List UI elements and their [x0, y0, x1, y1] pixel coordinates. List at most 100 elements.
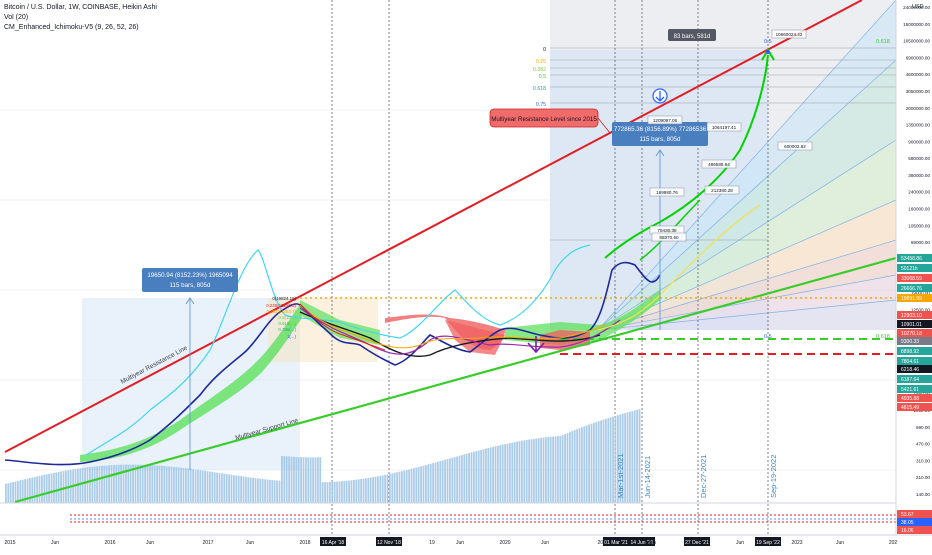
svg-text:27 Dec '21: 27 Dec '21 — [685, 540, 709, 546]
price-badge-15: 4815.49 — [897, 403, 932, 411]
fib-level-upper-5: 0.75 — [536, 102, 546, 108]
multiyear-resistance-line[interactable] — [4, 0, 863, 453]
price-axis-tick-18: 12500.00 — [911, 307, 931, 312]
time-axis-tick-4: 2017 — [202, 540, 213, 546]
time-axis-tick-7: 16 Apr '18 — [320, 537, 346, 546]
svg-text:1209097.06: 1209097.06 — [653, 118, 678, 123]
time-axis-ticks: 2015 Jun 2016 Jun 2017 Jun 2018 16 Apr '18 12 No… — [4, 537, 897, 546]
price-badge-8: 9300.33 — [897, 337, 932, 345]
svg-text:Jun: Jun — [246, 540, 254, 546]
green-projection-main — [604, 54, 769, 259]
svg-text:53.67: 53.67 — [901, 512, 914, 518]
resistance-callout[interactable]: Multiyear Resistance Level since 2015 — [489, 108, 611, 134]
fan-label-upper-0618: 0.618 — [876, 39, 890, 45]
time-axis-tick-10: Jun — [456, 540, 464, 546]
svg-text:Jun: Jun — [648, 540, 656, 546]
time-axis-tick-2: 2016 — [104, 540, 115, 546]
fib-level-upper-4: 0.618 — [533, 86, 546, 92]
fib-level-left-3: 0.5(10...) — [278, 315, 296, 320]
svg-text:2018: 2018 — [299, 540, 310, 546]
svg-text:7804.61: 7804.61 — [901, 359, 919, 365]
price-axis-tick-26: 470.00 — [916, 442, 930, 447]
chart-legend: Bitcoin / U.S. Dollar, 1W, COINBASE, Hei… — [4, 3, 157, 33]
price-badge-13: 5421.61 — [897, 385, 932, 393]
cyan-lagging-line — [85, 244, 591, 456]
svg-text:0.5: 0.5 — [764, 39, 772, 45]
svg-text:10901.01: 10901.01 — [901, 322, 922, 328]
price-badge-1: 50121h — [897, 264, 932, 272]
purple-down-arrow — [527, 336, 545, 354]
download-circle-icon[interactable] — [652, 88, 668, 104]
svg-text:2015: 2015 — [4, 540, 15, 546]
price-tag-3: 600002.82 — [777, 141, 813, 151]
svg-text:Jun: Jun — [146, 540, 154, 546]
time-axis-tick-19: 19 Sep '22 — [755, 537, 781, 546]
volume-bars — [5, 409, 641, 503]
svg-text:79430.38: 79430.38 — [657, 228, 677, 233]
price-axis-tick-10: 380000.00 — [908, 173, 930, 178]
ichimoku-indicator-label[interactable]: CM_Enhanced_Ichimoku-V5 (9, 26, 52, 26) — [4, 24, 139, 31]
fib-level-upper-2: 0.382 — [533, 67, 546, 73]
time-axis-tick-0: 2015 — [4, 540, 15, 546]
price-badge-12: 6187.64 — [897, 375, 932, 383]
fan-label-lower-05: 0.5 — [764, 334, 772, 340]
price-tag-6: 212380.28 — [704, 185, 740, 195]
measure-box-right-label[interactable]: 772865.36 (8156.89%) 77286536 115 bars, … — [612, 122, 708, 146]
black-baseline — [299, 311, 601, 357]
price-axis-tick-13: 105000.00 — [908, 223, 930, 228]
svg-text:53458.86: 53458.86 — [901, 256, 922, 262]
fan-label-upper-05: 0.5 — [764, 39, 772, 45]
price-axis-tick-11: 240000.00 — [908, 190, 930, 195]
time-axis-tick-18: Jun — [736, 540, 744, 546]
red-short-line — [299, 303, 386, 351]
svg-text:4815.49: 4815.49 — [901, 405, 919, 411]
price-badge-0: 53458.86 — [897, 254, 932, 262]
time-axis-tick-1: Jun — [51, 540, 59, 546]
price-badges: 53458.86 50121h 33068.59 26666.76 19891.99 12… — [897, 254, 932, 534]
price-badge-4: 19891.99 — [897, 294, 932, 302]
multiyear-support-line[interactable] — [14, 256, 897, 504]
svg-text:1064197.41: 1064197.41 — [712, 125, 737, 130]
svg-text:5421.61: 5421.61 — [901, 387, 919, 393]
time-axis-tick-12: Jun — [541, 540, 549, 546]
svg-text:2017: 2017 — [202, 540, 213, 546]
measure-box-left-label[interactable]: 19650.94 (8152.23%) 1965094 115 bars, 80… — [142, 268, 238, 292]
svg-text:83 bars, 581d: 83 bars, 581d — [674, 34, 711, 40]
fib-level-upper-3: 0.5 — [539, 74, 546, 80]
time-axis-tick-17: 27 Dec '21 — [684, 537, 710, 546]
volume-indicator-label[interactable]: Vol (20) — [4, 14, 29, 21]
svg-text:26666.76: 26666.76 — [901, 286, 922, 292]
fib-level-left-4: 0.618(...) — [278, 321, 296, 326]
svg-text:2016: 2016 — [104, 540, 115, 546]
price-axis-tick-17: 19000.00 — [911, 290, 931, 295]
price-badge-9: 8898.92 — [897, 347, 932, 355]
svg-text:0.618: 0.618 — [876, 334, 890, 340]
time-axis-tick-3: Jun — [146, 540, 154, 546]
fib-level-left-2: 0.382(11783.7) — [267, 309, 297, 314]
symbol-title[interactable]: Bitcoin / U.S. Dollar, 1W, COINBASE, Hei… — [4, 4, 157, 11]
bars-tag[interactable]: 83 bars, 581d — [668, 29, 716, 41]
svg-text:169980.76: 169980.76 — [656, 190, 678, 195]
price-axis-tick-27: 310.00 — [916, 458, 930, 463]
price-axis-tick-0: 24000000.00 — [903, 5, 930, 10]
price-badge-3: 26666.76 — [897, 284, 932, 292]
svg-text:Jun: Jun — [456, 540, 464, 546]
fib-level-left-6: 1(...) — [287, 334, 297, 339]
svg-text:212380.28: 212380.28 — [711, 188, 733, 193]
svg-text:600002.82: 600002.82 — [784, 144, 806, 149]
price-badge-10: 7804.61 — [897, 357, 932, 365]
svg-text:0.5: 0.5 — [764, 334, 772, 340]
time-axis-tick-20: 2023 — [791, 540, 802, 546]
price-axis-tick-9: 580000.00 — [908, 156, 930, 161]
date-annotation-0: Mar-1st-2021 — [616, 453, 625, 498]
gann-fan — [597, 0, 897, 331]
svg-text:10660024.42: 10660024.42 — [776, 32, 803, 37]
price-tag-2: 1064197.41 — [706, 122, 742, 132]
price-lines — [4, 54, 769, 466]
svg-text:115 bars, 805d: 115 bars, 805d — [170, 282, 211, 289]
usd-label: USD — [912, 4, 924, 10]
svg-text:Jun: Jun — [836, 540, 844, 546]
svg-text:486588.84: 486588.84 — [708, 162, 730, 167]
